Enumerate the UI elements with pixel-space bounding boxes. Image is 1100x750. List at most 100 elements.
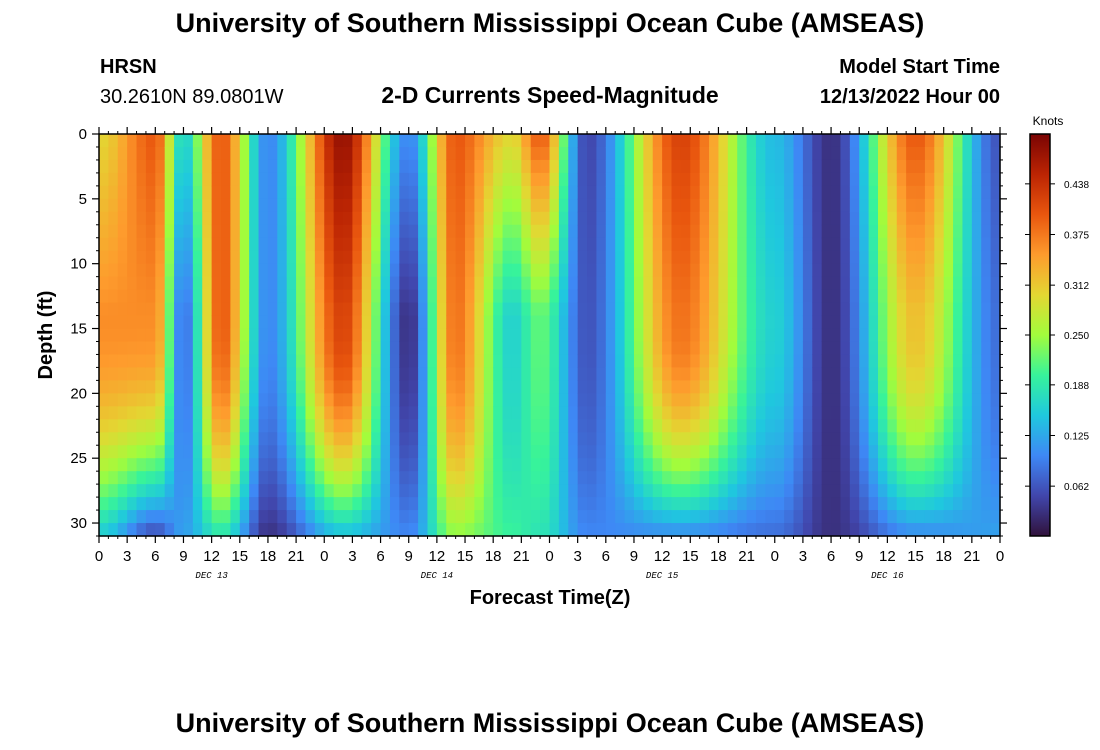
heatmap-cell xyxy=(164,510,175,524)
heatmap-cell xyxy=(343,276,354,291)
heatmap-cell xyxy=(314,445,325,459)
heatmap-cell xyxy=(953,198,964,213)
heatmap-cell xyxy=(371,237,382,252)
heatmap-cell xyxy=(483,276,494,291)
heatmap-cell xyxy=(399,237,410,252)
heatmap-cell xyxy=(906,458,917,472)
heatmap-cell xyxy=(371,198,382,213)
heatmap-cell xyxy=(840,497,851,511)
x-tick-label: 18 xyxy=(710,548,727,565)
heatmap-cell xyxy=(286,263,297,278)
heatmap-cell xyxy=(361,172,372,187)
heatmap-cell xyxy=(624,380,635,394)
heatmap-cell xyxy=(418,237,429,252)
heatmap-cell xyxy=(127,393,138,407)
heatmap-cell xyxy=(239,198,250,213)
heatmap-cell xyxy=(727,419,738,433)
heatmap-cell xyxy=(784,419,795,433)
heatmap-cell xyxy=(877,458,888,472)
heatmap-cell xyxy=(868,237,879,252)
heatmap-cell xyxy=(962,393,973,407)
heatmap-cell xyxy=(164,172,175,187)
heatmap-cell xyxy=(821,328,832,343)
heatmap-cell xyxy=(239,406,250,420)
heatmap-cell xyxy=(258,484,269,498)
heatmap-cell xyxy=(192,445,203,459)
heatmap-cell xyxy=(183,263,194,278)
heatmap-cell xyxy=(953,224,964,239)
heatmap-cell xyxy=(286,393,297,407)
heatmap-cell xyxy=(737,263,748,278)
heatmap-cell xyxy=(633,458,644,472)
heatmap-cell xyxy=(474,237,485,252)
heatmap-cell xyxy=(361,432,372,446)
heatmap-cell xyxy=(605,380,616,394)
heatmap-cell xyxy=(333,341,344,356)
heatmap-cell xyxy=(784,159,795,174)
heatmap-cell xyxy=(915,354,926,369)
heatmap-cell xyxy=(455,185,466,200)
heatmap-cell xyxy=(587,380,598,394)
heatmap-cell xyxy=(831,497,842,511)
colorbar-tick-label: 0.125 xyxy=(1064,432,1089,443)
x-tick-label: 21 xyxy=(288,548,305,565)
heatmap-cell xyxy=(493,471,504,485)
heatmap-cell xyxy=(389,510,400,524)
heatmap-cell xyxy=(324,328,335,343)
heatmap-cell xyxy=(934,185,945,200)
heatmap-cell xyxy=(915,497,926,511)
heatmap-cell xyxy=(221,458,231,472)
heatmap-cell xyxy=(371,276,382,291)
heatmap-cell xyxy=(934,523,945,537)
heatmap-cell xyxy=(352,445,363,459)
heatmap-cell xyxy=(859,315,870,330)
heatmap-cell xyxy=(802,419,813,433)
heatmap-cell xyxy=(549,263,560,278)
heatmap-cell xyxy=(615,263,626,278)
heatmap-cell xyxy=(483,211,494,226)
heatmap-cell xyxy=(380,458,391,472)
heatmap-cell xyxy=(859,224,870,239)
heatmap-cell xyxy=(868,224,879,239)
heatmap-cell xyxy=(981,237,992,252)
heatmap-cell xyxy=(699,250,710,265)
y-tick-label: 10 xyxy=(70,256,87,273)
heatmap-cell xyxy=(709,432,720,446)
heatmap-cell xyxy=(99,224,109,239)
heatmap-cell xyxy=(943,445,954,459)
heatmap-cell xyxy=(296,328,307,343)
heatmap-cell xyxy=(755,250,766,265)
heatmap-cell xyxy=(465,471,476,485)
heatmap-cell xyxy=(136,341,147,356)
heatmap-cell xyxy=(793,510,804,524)
heatmap-cell xyxy=(389,185,400,200)
heatmap-cell xyxy=(521,458,532,472)
heatmap-cell xyxy=(418,159,429,174)
heatmap-cell xyxy=(558,510,569,524)
heatmap-cell xyxy=(812,289,823,304)
heatmap-cell xyxy=(765,276,776,291)
heatmap-cell xyxy=(680,328,691,343)
heatmap-cell xyxy=(183,445,194,459)
heatmap-cell xyxy=(239,445,250,459)
heatmap-cell xyxy=(267,523,278,537)
day-label: DEC 13 xyxy=(195,571,228,581)
heatmap-cell xyxy=(183,471,194,485)
heatmap-cell xyxy=(324,510,335,524)
heatmap-cell xyxy=(812,367,823,381)
heatmap-cell xyxy=(127,471,138,485)
heatmap-cell xyxy=(774,380,785,394)
heatmap-cell xyxy=(906,523,917,537)
heatmap-cell xyxy=(427,289,438,304)
heatmap-cell xyxy=(568,289,579,304)
heatmap-cell xyxy=(277,134,288,148)
heatmap-cell xyxy=(474,276,485,291)
heatmap-cell xyxy=(587,211,598,226)
heatmap-cell xyxy=(577,393,588,407)
heatmap-cell xyxy=(990,315,1001,330)
heatmap-cell xyxy=(474,393,485,407)
heatmap-cell xyxy=(765,250,776,265)
heatmap-cell xyxy=(267,328,278,343)
heatmap-cell xyxy=(943,237,954,252)
heatmap-cell xyxy=(699,523,710,537)
